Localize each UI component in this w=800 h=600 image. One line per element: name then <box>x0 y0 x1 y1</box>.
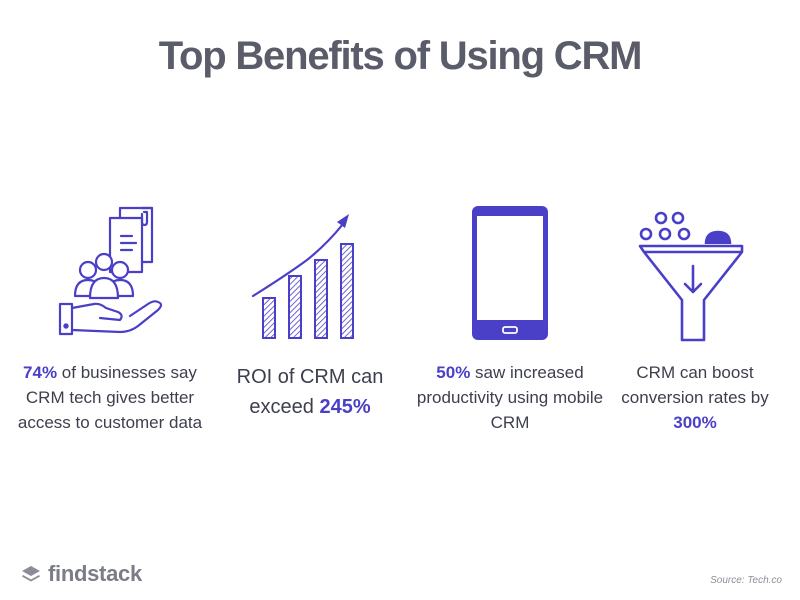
hand-people-documents-icon <box>58 206 163 336</box>
benefit-highlight: 245% <box>319 396 371 418</box>
funnel-icon <box>638 211 744 342</box>
benefit-highlight: 50% <box>436 363 471 382</box>
brand-name: findstack <box>48 561 142 586</box>
findstack-logo: findstack <box>20 560 142 588</box>
benefit-stat-4: CRM can boost conversion rates by 300% <box>600 360 790 435</box>
benefit-text: saw increased productivity using mobile … <box>416 363 604 432</box>
benefit-highlight: 300% <box>673 413 717 432</box>
source-note: Source: Tech.co <box>710 575 782 586</box>
benefit-text: CRM can boost conversion rates by <box>621 363 769 407</box>
page-title: Top Benefits of Using CRM <box>158 34 643 78</box>
smartphone-icon <box>472 206 548 340</box>
benefit-highlight: 74% <box>23 363 58 382</box>
growth-chart-icon <box>251 214 354 339</box>
benefit-text: ROI of CRM can exceed <box>236 366 384 418</box>
benefit-text: of businesses say CRM tech gives better … <box>17 363 203 432</box>
benefit-stat-2: ROI of CRM can exceed 245% <box>215 362 405 422</box>
benefit-stat-1: 74% of businesses say CRM tech gives bet… <box>15 360 205 435</box>
findstack-logo-icon <box>22 566 40 582</box>
benefit-stat-3: 50% saw increased productivity using mob… <box>415 360 605 435</box>
